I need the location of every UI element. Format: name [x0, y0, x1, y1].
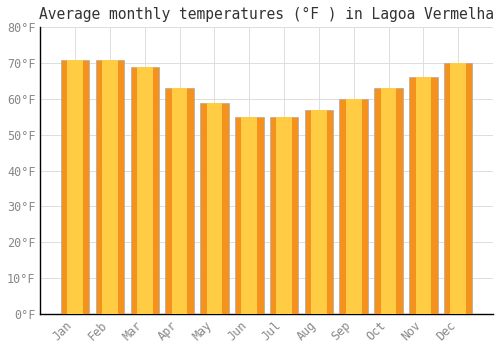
Bar [235, 117, 264, 314]
Bar [61, 60, 90, 314]
Bar [102, 60, 118, 314]
Bar [68, 60, 83, 314]
Bar [346, 99, 362, 314]
Bar [374, 88, 403, 314]
Bar [172, 88, 188, 314]
Bar [270, 117, 298, 314]
Bar [137, 67, 152, 314]
Bar [96, 60, 124, 314]
Bar [304, 110, 333, 314]
Bar [166, 88, 194, 314]
Bar [206, 103, 222, 314]
Bar [200, 103, 228, 314]
Bar [276, 117, 292, 314]
Bar [444, 63, 472, 314]
Bar [409, 77, 438, 314]
Bar [380, 88, 396, 314]
Bar [130, 67, 159, 314]
Bar [242, 117, 257, 314]
Bar [340, 99, 368, 314]
Bar [450, 63, 466, 314]
Bar [416, 77, 431, 314]
Title: Average monthly temperatures (°F ) in Lagoa Vermelha: Average monthly temperatures (°F ) in La… [39, 7, 494, 22]
Bar [311, 110, 327, 314]
